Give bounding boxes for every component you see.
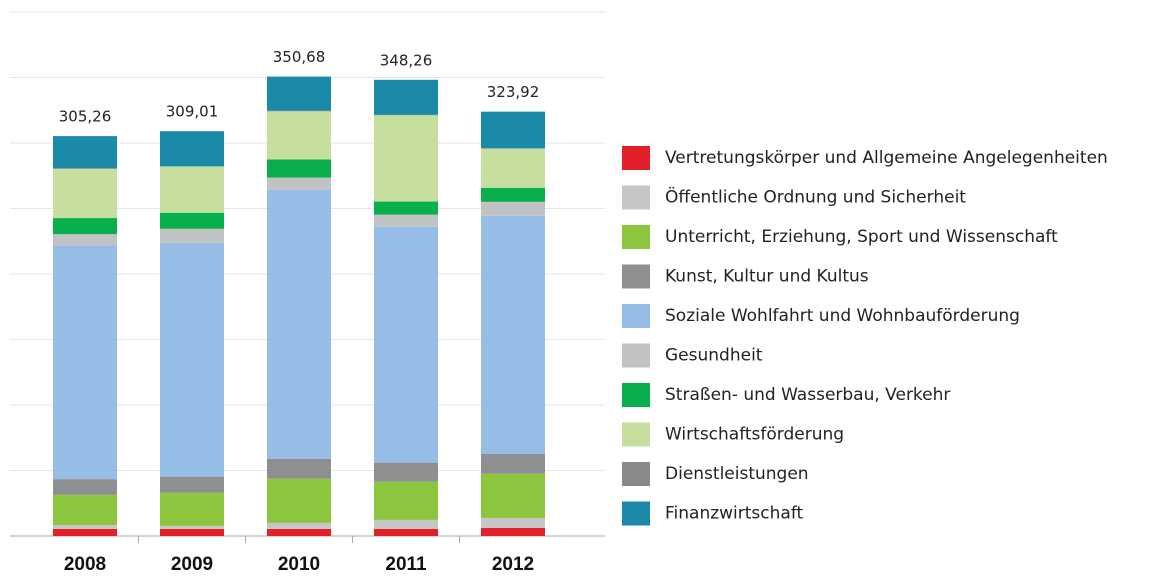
legend-swatch — [622, 383, 650, 407]
legend-label: Vertretungskörper und Allgemeine Angeleg… — [665, 148, 1108, 168]
bar-segment — [160, 528, 224, 536]
bar-segment — [267, 189, 331, 459]
bar-segment — [481, 517, 545, 529]
legend-label: Kunst, Kultur und Kultus — [665, 267, 869, 287]
bar-segment — [267, 458, 331, 479]
x-tick-label: 2011 — [385, 554, 427, 575]
legend-swatch — [622, 422, 650, 447]
bar-segment — [481, 187, 545, 202]
bar-segment — [374, 462, 438, 482]
legend-swatch — [622, 225, 650, 249]
bar-segment — [160, 242, 224, 477]
bar-segment — [160, 212, 224, 229]
bar-segment — [53, 528, 117, 536]
total-label: 305,26 — [59, 108, 112, 126]
total-label: 350,68 — [273, 48, 326, 66]
legend-label: Unterricht, Erziehung, Sport und Wissens… — [665, 227, 1058, 247]
legend-label: Soziale Wohlfahrt und Wohnbauförderung — [665, 306, 1020, 326]
bar-segment — [267, 111, 331, 160]
bar-segment — [267, 528, 331, 536]
bar-segment — [160, 525, 224, 529]
bar-segment — [374, 115, 438, 202]
legend-label: Straßen- und Wasserbau, Verkehr — [665, 385, 950, 405]
bar-segment — [374, 481, 438, 520]
bar-segment — [481, 473, 545, 518]
bar-segment — [267, 478, 331, 523]
bar-segment — [481, 201, 545, 216]
bar-segment — [374, 528, 438, 536]
legend-swatch — [622, 185, 650, 210]
bar-segment — [481, 111, 545, 149]
bar-segment — [374, 201, 438, 215]
bar-segment — [160, 131, 224, 167]
bar-segment — [53, 168, 117, 169]
bar-segment — [481, 148, 545, 188]
bar-segment — [160, 492, 224, 526]
bar-segment — [53, 218, 117, 235]
legend-label: Wirtschaftsförderung — [665, 425, 844, 445]
total-label: 309,01 — [166, 103, 219, 121]
legend-swatch — [622, 343, 650, 368]
bar-segment — [374, 519, 438, 529]
bar-segment — [374, 79, 438, 115]
legend-swatch — [622, 146, 650, 170]
bar-segment — [160, 166, 224, 213]
bar-segment — [53, 136, 117, 169]
bar-segment — [53, 245, 117, 480]
bar-segment — [267, 177, 331, 190]
legend-label: Gesundheit — [665, 346, 763, 366]
bar-segment — [374, 214, 438, 227]
bar-segment — [374, 226, 438, 463]
total-label: 323,92 — [487, 83, 540, 101]
bar-segment — [267, 159, 331, 178]
x-tick-label: 2010 — [278, 554, 320, 575]
bar-segment — [481, 453, 545, 474]
x-tick-label: 2012 — [492, 554, 534, 575]
bar-segment — [53, 168, 117, 219]
bar-segment — [53, 494, 117, 525]
bar-segment — [53, 234, 117, 246]
bar-segment — [267, 76, 331, 111]
x-tick-label: 2009 — [171, 554, 213, 575]
legend-label: Dienstleistungen — [665, 464, 809, 484]
x-tick-label: 2008 — [64, 554, 106, 575]
bar-segment — [160, 228, 224, 243]
legend-swatch — [622, 304, 650, 328]
bar-segment — [53, 524, 117, 529]
bar-segment — [481, 528, 545, 536]
bar-segment — [481, 215, 545, 454]
legend-label: Öffentliche Ordnung und Sicherheit — [665, 186, 966, 208]
legend-label: Finanzwirtschaft — [665, 504, 804, 524]
legend-swatch — [622, 462, 650, 486]
bar-segment — [53, 479, 117, 495]
bar-segment — [267, 522, 331, 529]
bar-segment — [160, 476, 224, 493]
total-label: 348,26 — [380, 51, 433, 69]
legend-swatch — [622, 501, 650, 526]
legend-swatch — [622, 264, 650, 289]
